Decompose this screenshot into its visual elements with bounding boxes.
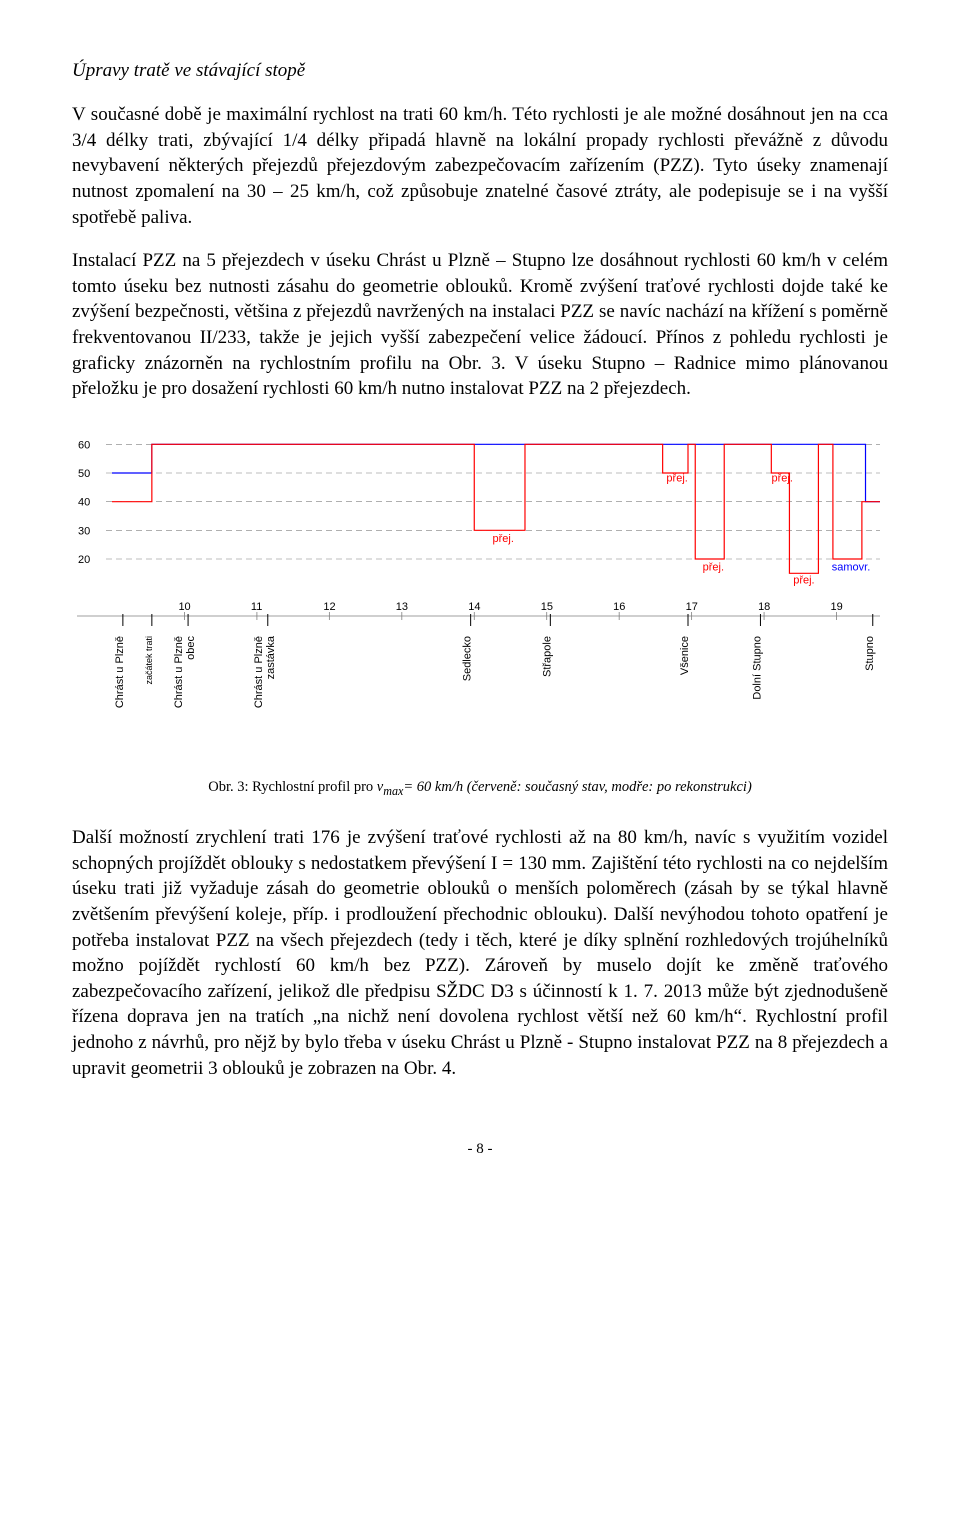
svg-text:17: 17 (686, 601, 698, 613)
svg-text:Všenice: Všenice (679, 636, 691, 675)
svg-text:Chrást u Plzně: Chrást u Plzně (253, 636, 265, 708)
speed-profile-chart: 20 30 40 50 60 10 11 12 13 14 15 16 17 18 19 Chrást u P… (72, 422, 888, 757)
svg-text:12: 12 (323, 601, 335, 613)
svg-text:50: 50 (78, 468, 90, 480)
svg-text:začátek trati: začátek trati (144, 636, 154, 685)
svg-text:Chrást u Plzně: Chrást u Plzně (114, 636, 126, 708)
svg-text:15: 15 (541, 601, 553, 613)
caption-sub: max (383, 784, 403, 798)
svg-text:13: 13 (396, 601, 408, 613)
paragraph-2: Instalací PZZ na 5 přejezdech v úseku Ch… (72, 248, 888, 402)
svg-text:obec: obec (185, 636, 197, 660)
svg-text:přej.: přej. (493, 533, 514, 545)
svg-text:19: 19 (831, 601, 843, 613)
svg-text:18: 18 (758, 601, 770, 613)
svg-text:14: 14 (468, 601, 480, 613)
figure-caption: Obr. 3: Rychlostní profil pro vmax= 60 k… (72, 779, 888, 799)
page-number: - 8 - (72, 1141, 888, 1158)
section-title: Úpravy tratě ve stávající stopě (72, 60, 888, 82)
svg-text:přej.: přej. (771, 473, 792, 485)
svg-text:Střapole: Střapole (541, 636, 553, 677)
caption-prefix: Obr. 3: Rychlostní profil pro (208, 779, 377, 795)
svg-text:přej.: přej. (793, 574, 814, 586)
svg-text:přej.: přej. (703, 562, 724, 574)
paragraph-1: V současné době je maximální rychlost na… (72, 102, 888, 230)
svg-text:16: 16 (613, 601, 625, 613)
svg-text:10: 10 (178, 601, 190, 613)
svg-text:60: 60 (78, 439, 90, 451)
svg-text:40: 40 (78, 497, 90, 509)
svg-text:Chrást u Plzně: Chrást u Plzně (173, 636, 185, 708)
svg-text:Sedlecko: Sedlecko (462, 636, 474, 681)
svg-text:zastávka: zastávka (265, 635, 277, 679)
svg-text:přej.: přej. (666, 473, 687, 485)
svg-text:Dolní Stupno: Dolní Stupno (751, 636, 763, 700)
svg-text:20: 20 (78, 554, 90, 566)
svg-text:Stupno: Stupno (864, 636, 876, 671)
svg-text:samovr.: samovr. (832, 562, 871, 574)
paragraph-3: Další možností zrychlení trati 176 je zv… (72, 825, 888, 1081)
caption-rest: = 60 km/h (červeně: současný stav, modře… (403, 779, 751, 795)
svg-text:11: 11 (251, 601, 262, 613)
svg-text:30: 30 (78, 525, 90, 537)
